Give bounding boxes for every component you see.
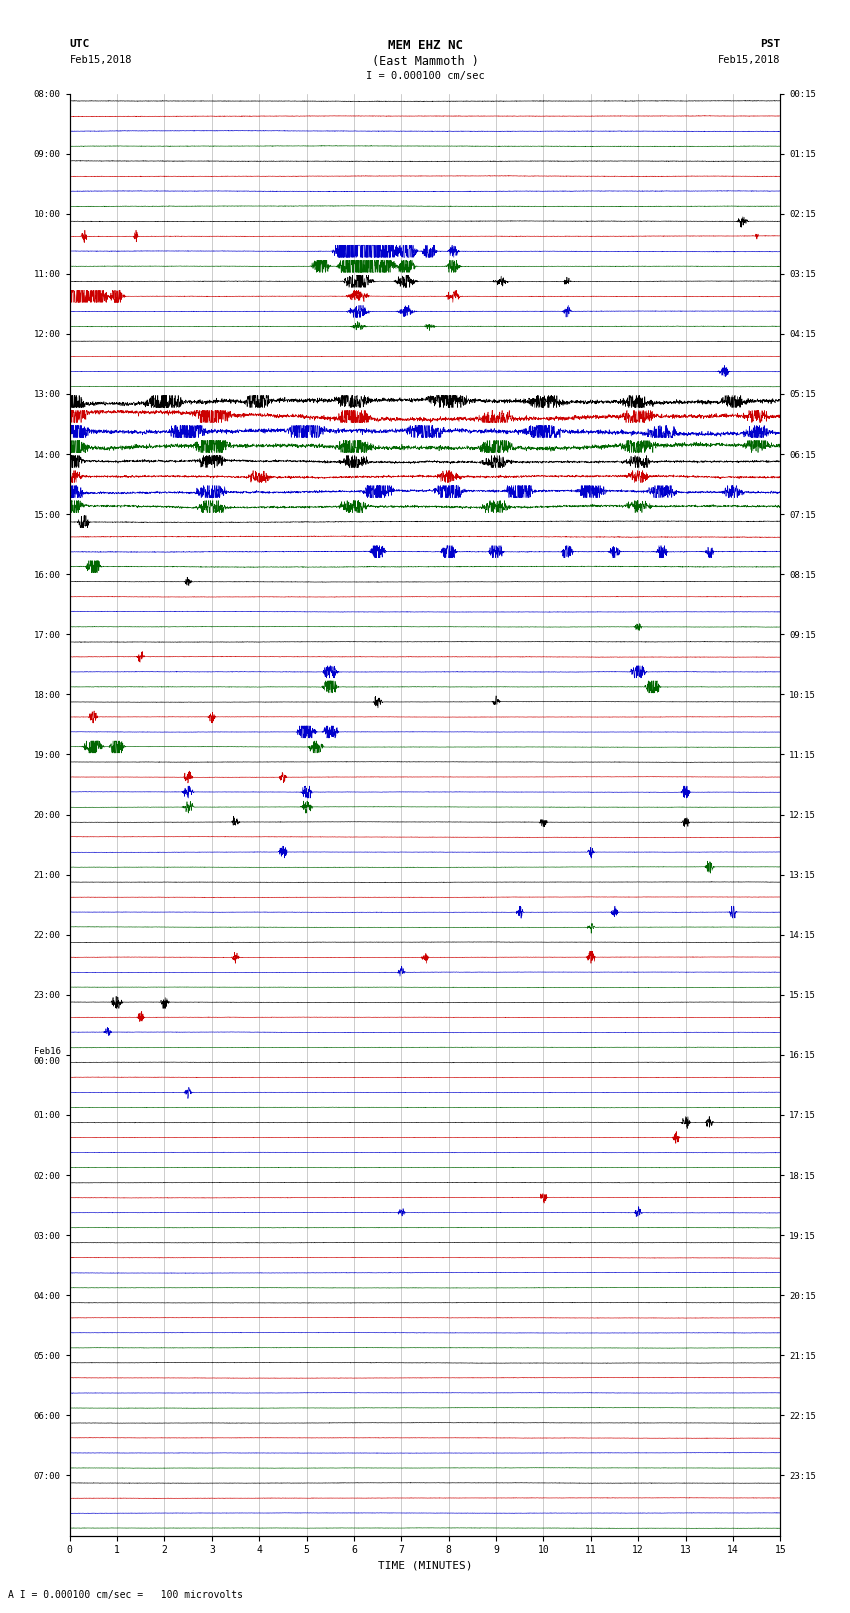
Text: Feb15,2018: Feb15,2018 — [717, 55, 780, 65]
Text: (East Mammoth ): (East Mammoth ) — [371, 55, 479, 68]
Text: A I = 0.000100 cm/sec =   100 microvolts: A I = 0.000100 cm/sec = 100 microvolts — [8, 1590, 243, 1600]
Text: MEM EHZ NC: MEM EHZ NC — [388, 39, 462, 52]
Text: UTC: UTC — [70, 39, 90, 48]
Text: PST: PST — [760, 39, 780, 48]
X-axis label: TIME (MINUTES): TIME (MINUTES) — [377, 1561, 473, 1571]
Text: Feb15,2018: Feb15,2018 — [70, 55, 133, 65]
Text: I = 0.000100 cm/sec: I = 0.000100 cm/sec — [366, 71, 484, 81]
